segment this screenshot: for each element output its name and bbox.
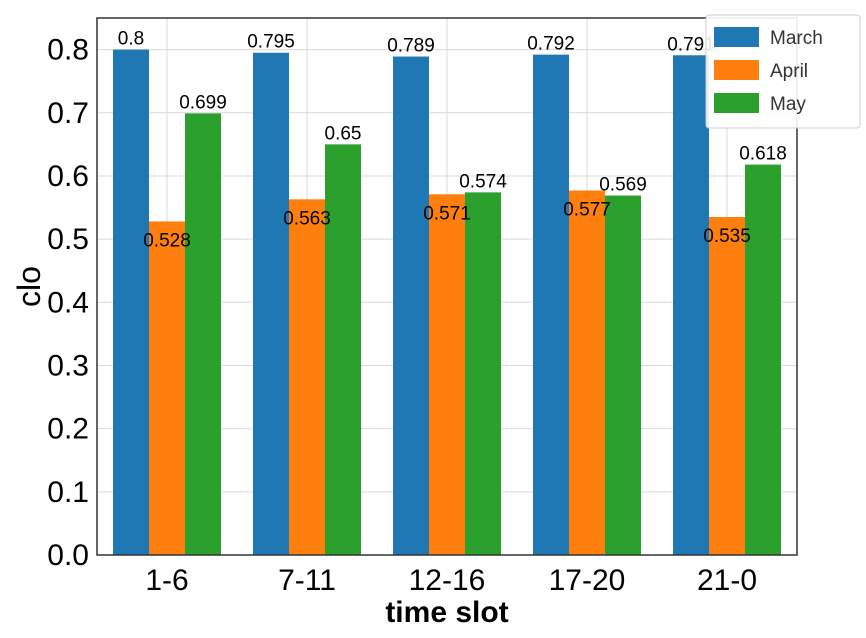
bar-april-1-6 [149, 221, 185, 556]
legend-label-may: May [770, 94, 806, 115]
bar-march-7-11 [253, 52, 289, 555]
bar-april-17-20 [569, 190, 605, 555]
bar-march-17-20 [533, 54, 569, 555]
legend-swatch-april [714, 60, 759, 80]
plot-frame [96, 17, 798, 556]
x-axis-label: time slot [385, 596, 508, 629]
legend-swatch-march [714, 27, 759, 47]
legend-label-march: March [770, 28, 823, 49]
data-label: 0.528 [143, 230, 191, 251]
y-tick-label: 0.2 [47, 413, 89, 446]
bar-may-21-0 [745, 164, 781, 556]
data-label: 0.569 [599, 175, 647, 196]
data-label: 0.699 [179, 92, 227, 113]
data-label: 0.577 [563, 199, 611, 220]
bar-may-7-11 [325, 144, 361, 555]
bar-april-21-0 [709, 217, 745, 555]
data-label: 0.791 [667, 34, 715, 55]
legend-label-april: April [770, 61, 808, 82]
legend-swatch-may [714, 93, 759, 113]
bar-april-12-16 [429, 194, 465, 555]
y-tick-label: 0.3 [47, 349, 89, 382]
data-label: 0.795 [247, 32, 295, 53]
data-label: 0.563 [283, 208, 331, 229]
data-label: 0.789 [387, 36, 435, 57]
bar-april-7-11 [289, 199, 325, 555]
y-tick-label: 0.1 [47, 476, 89, 509]
data-label: 0.571 [423, 203, 471, 224]
y-tick-label: 0.0 [47, 539, 89, 572]
y-tick-label: 0.6 [47, 160, 89, 193]
data-label: 0.65 [325, 123, 362, 144]
data-label: 0.792 [527, 34, 575, 55]
y-axis-label: clo [11, 266, 47, 307]
data-label: 0.618 [739, 144, 787, 165]
y-tick-label: 0.5 [47, 223, 89, 256]
y-tick-label: 0.7 [47, 97, 89, 130]
x-tick-label: 12-16 [409, 564, 486, 597]
data-label: 0.574 [459, 171, 507, 192]
x-tick-label: 21-0 [697, 564, 757, 597]
bar-march-12-16 [393, 56, 429, 555]
bar-march-1-6 [113, 49, 149, 556]
legend: March April May [705, 14, 861, 129]
y-tick-label: 0.4 [47, 286, 89, 319]
x-tick-label: 1-6 [145, 564, 188, 597]
bar-may-12-16 [465, 192, 501, 555]
bar-may-1-6 [185, 113, 221, 555]
bar-march-21-0 [673, 55, 709, 556]
y-tick-label: 0.8 [47, 34, 89, 67]
x-tick-label: 7-11 [278, 564, 336, 597]
data-label: 0.8 [118, 29, 144, 50]
x-tick-label: 17-20 [549, 564, 626, 597]
bar-may-17-20 [605, 195, 641, 555]
data-label: 0.535 [703, 226, 751, 247]
